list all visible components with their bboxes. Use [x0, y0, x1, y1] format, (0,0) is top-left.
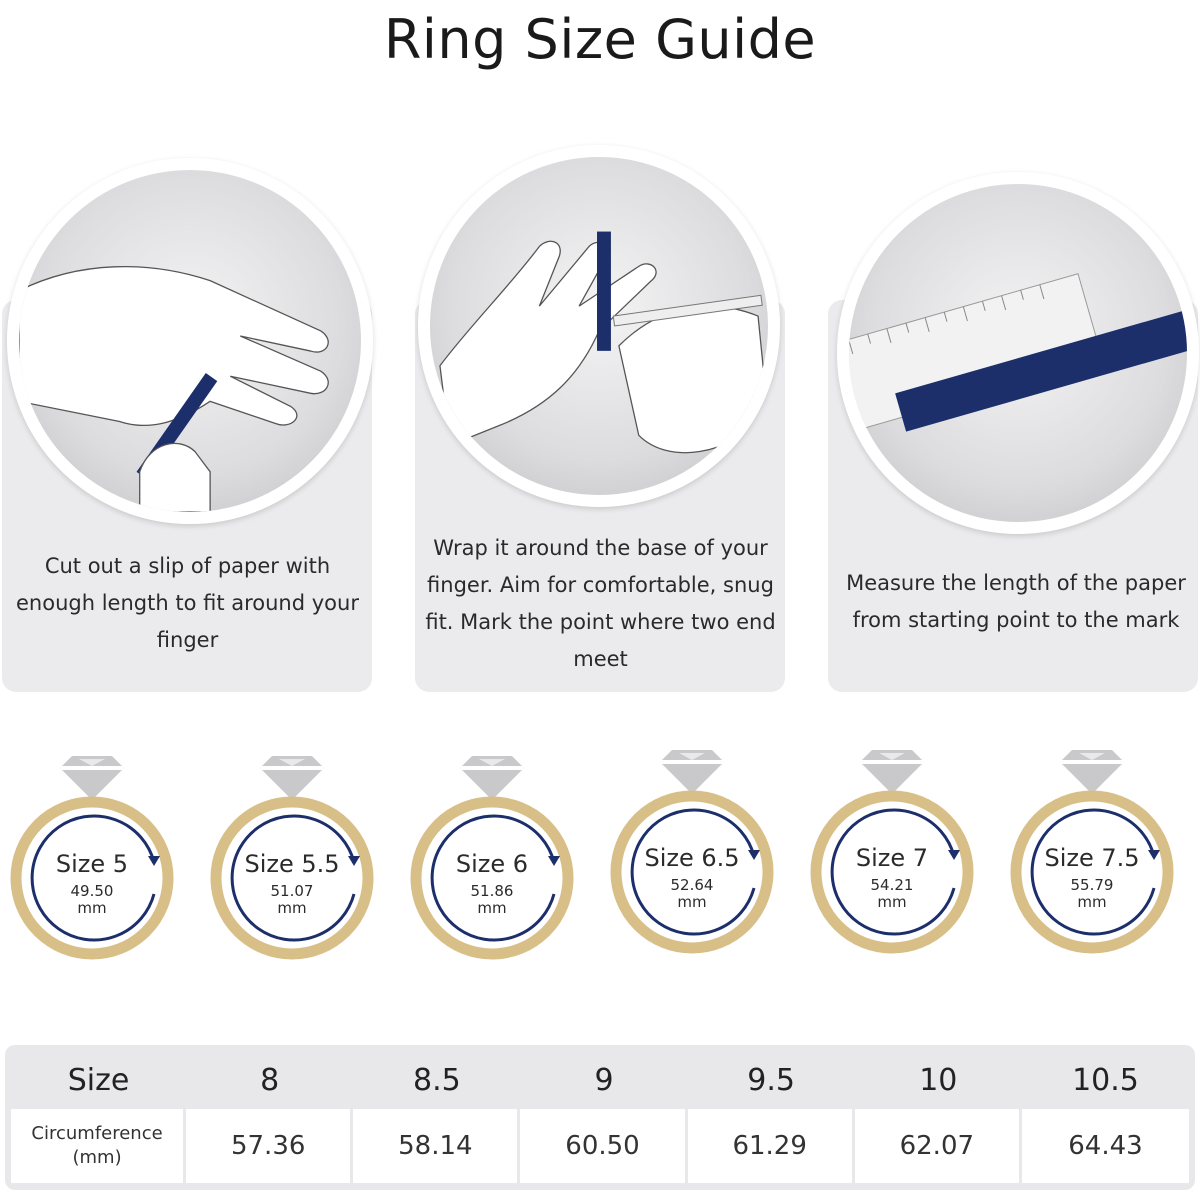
ring-size-label: Size 6.5 [644, 844, 740, 872]
diamond-icon [662, 750, 722, 794]
size-header: Size [67, 1062, 130, 1098]
ring-mm-label: 51.86 mm [407, 883, 577, 917]
ring-mm-label: 51.07 mm [207, 883, 377, 917]
step-text: Wrap it around the base of your finger. … [425, 536, 776, 671]
ring-band [210, 796, 374, 960]
circumference-cell: 64.43 [1021, 1109, 1190, 1183]
ring-mm-unit: mm [677, 893, 707, 911]
ring-size-1: Size 5.5 51.07 mm [207, 752, 377, 982]
diamond-icon [62, 756, 122, 800]
step-illustration-wrap-finger [418, 145, 780, 507]
ring-mm-unit: mm [77, 899, 107, 917]
ring-mm-value: 51.07 [270, 882, 314, 900]
ring-size-5: Size 7.5 55.79 mm [1007, 746, 1177, 976]
ring-size-label: Size 6 [455, 850, 529, 878]
measure-arrow-icon [430, 814, 556, 942]
circumference-label: Circumference [31, 1123, 163, 1144]
ring-size-label: Size 7 [855, 844, 929, 872]
measure-arrow-icon [30, 814, 156, 942]
measure-arrow-icon [630, 808, 756, 936]
circumference-header: Circumference (mm) [11, 1109, 187, 1183]
size-row: Size 8 8.5 9 9.5 10 10.5 [11, 1051, 1189, 1109]
ring-size-0: Size 5 49.50 mm [7, 752, 177, 982]
step-illustration-cut-paper [7, 158, 373, 524]
ring-mm-value: 51.86 [470, 882, 514, 900]
ring-size-2: Size 6 51.86 mm [407, 752, 577, 982]
circumference-cell: 61.29 [687, 1109, 855, 1183]
diamond-icon [262, 756, 322, 800]
step-text: Cut out a slip of paper with enough leng… [16, 554, 359, 652]
ring-mm-label: 49.50 mm [7, 883, 177, 917]
ring-mm-value: 55.79 [1070, 876, 1114, 894]
ring-band [10, 796, 174, 960]
ring-mm-unit: mm [477, 899, 507, 917]
diamond-icon [1062, 750, 1122, 794]
ring-size-4: Size 7 54.21 mm [807, 746, 977, 976]
size-cell: 9 [594, 1062, 614, 1098]
ring-band [810, 790, 974, 954]
step-text: Measure the length of the paper from sta… [846, 571, 1186, 632]
measure-arrow-icon [230, 814, 356, 942]
size-cell: 10 [919, 1062, 958, 1098]
measure-arrow-icon [830, 808, 956, 936]
size-cell: 8.5 [412, 1062, 461, 1098]
diamond-icon [462, 756, 522, 800]
page-title: Ring Size Guide [383, 8, 817, 71]
ring-band [610, 790, 774, 954]
size-cell: 9.5 [747, 1062, 796, 1098]
diamond-icon [862, 750, 922, 794]
ring-mm-unit: mm [277, 899, 307, 917]
ring-mm-label: 54.21 mm [807, 877, 977, 911]
ring-mm-unit: mm [1077, 893, 1107, 911]
ring-band [1010, 790, 1174, 954]
ring-size-label: Size 5.5 [244, 850, 340, 878]
ring-size-3: Size 6.5 52.64 mm [607, 746, 777, 976]
ring-size-label: Size 5 [55, 850, 129, 878]
size-cell: 8 [260, 1062, 280, 1098]
ring-mm-label: 52.64 mm [607, 877, 777, 911]
size-cell: 10.5 [1072, 1062, 1139, 1098]
ring-mm-value: 52.64 [670, 876, 714, 894]
ring-size-label: Size 7.5 [1044, 844, 1140, 872]
ring-mm-label: 55.79 mm [1007, 877, 1177, 911]
circumference-cell: 57.36 [186, 1109, 354, 1183]
ring-mm-unit: mm [877, 893, 907, 911]
circumference-row: Circumference (mm) 57.36 58.14 60.50 61.2… [11, 1109, 1190, 1183]
ring-mm-value: 49.50 [70, 882, 114, 900]
circumference-cell: 58.14 [353, 1109, 521, 1183]
circumference-cell: 62.07 [854, 1109, 1022, 1183]
ring-band [410, 796, 574, 960]
measure-arrow-icon [1030, 808, 1156, 936]
step-illustration-measure [837, 172, 1199, 534]
size-table: Size 8 8.5 9 9.5 10 10.5 Circumference (m… [5, 1045, 1195, 1190]
circumference-unit: (mm) [72, 1147, 122, 1168]
ring-mm-value: 54.21 [870, 876, 914, 894]
circumference-cell: 60.50 [520, 1109, 688, 1183]
